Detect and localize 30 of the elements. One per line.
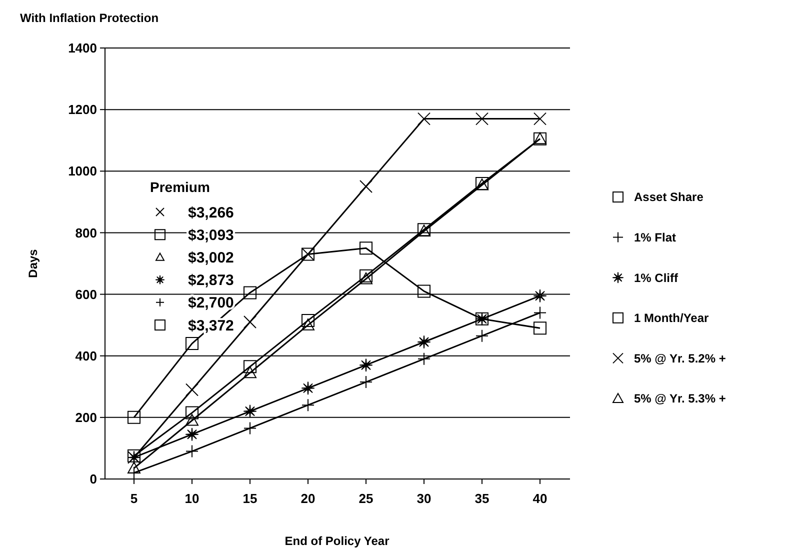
x-tick-label: 5 xyxy=(130,491,138,506)
y-tick-label: 400 xyxy=(75,348,97,364)
legend-label: 5% @ Yr. 5.2% + xyxy=(634,351,726,366)
x-tick-label: 30 xyxy=(416,491,432,506)
y-tick-label: 1000 xyxy=(68,164,97,179)
annotation: $2,700 xyxy=(188,294,234,312)
x-tick-label: 25 xyxy=(358,491,374,506)
annotation: Premium xyxy=(150,179,210,195)
y-tick-label: 600 xyxy=(75,286,97,302)
legend-label: 5% @ Yr. 5.3% + xyxy=(634,392,726,406)
annotation: $3,002 xyxy=(188,249,234,266)
y-axis-title: Days xyxy=(26,248,40,278)
x-axis-title: End of Policy Year xyxy=(284,534,390,548)
x-tick-label: 10 xyxy=(184,491,200,506)
y-tick-label: 200 xyxy=(75,410,97,425)
x-tick-label: 15 xyxy=(242,491,258,506)
y-tick-label: 1400 xyxy=(68,40,97,56)
x-tick-label: 20 xyxy=(300,491,316,506)
y-tick-label: 1200 xyxy=(68,102,97,118)
legend-label: 1% Flat xyxy=(634,230,676,244)
chart-title: With Inflation Protection xyxy=(20,11,159,25)
legend-label: Asset Share xyxy=(634,190,704,204)
legend-label: 1 Month/Year xyxy=(634,311,710,326)
y-tick-label: 800 xyxy=(75,225,97,240)
annotation: $3,266 xyxy=(188,204,234,222)
legend-label: 1% Cliff xyxy=(634,270,680,285)
annotation: $2,873 xyxy=(188,272,234,290)
x-tick-label: 35 xyxy=(474,491,490,506)
y-tick-label: 0 xyxy=(90,472,97,487)
x-tick-label: 40 xyxy=(532,491,548,506)
